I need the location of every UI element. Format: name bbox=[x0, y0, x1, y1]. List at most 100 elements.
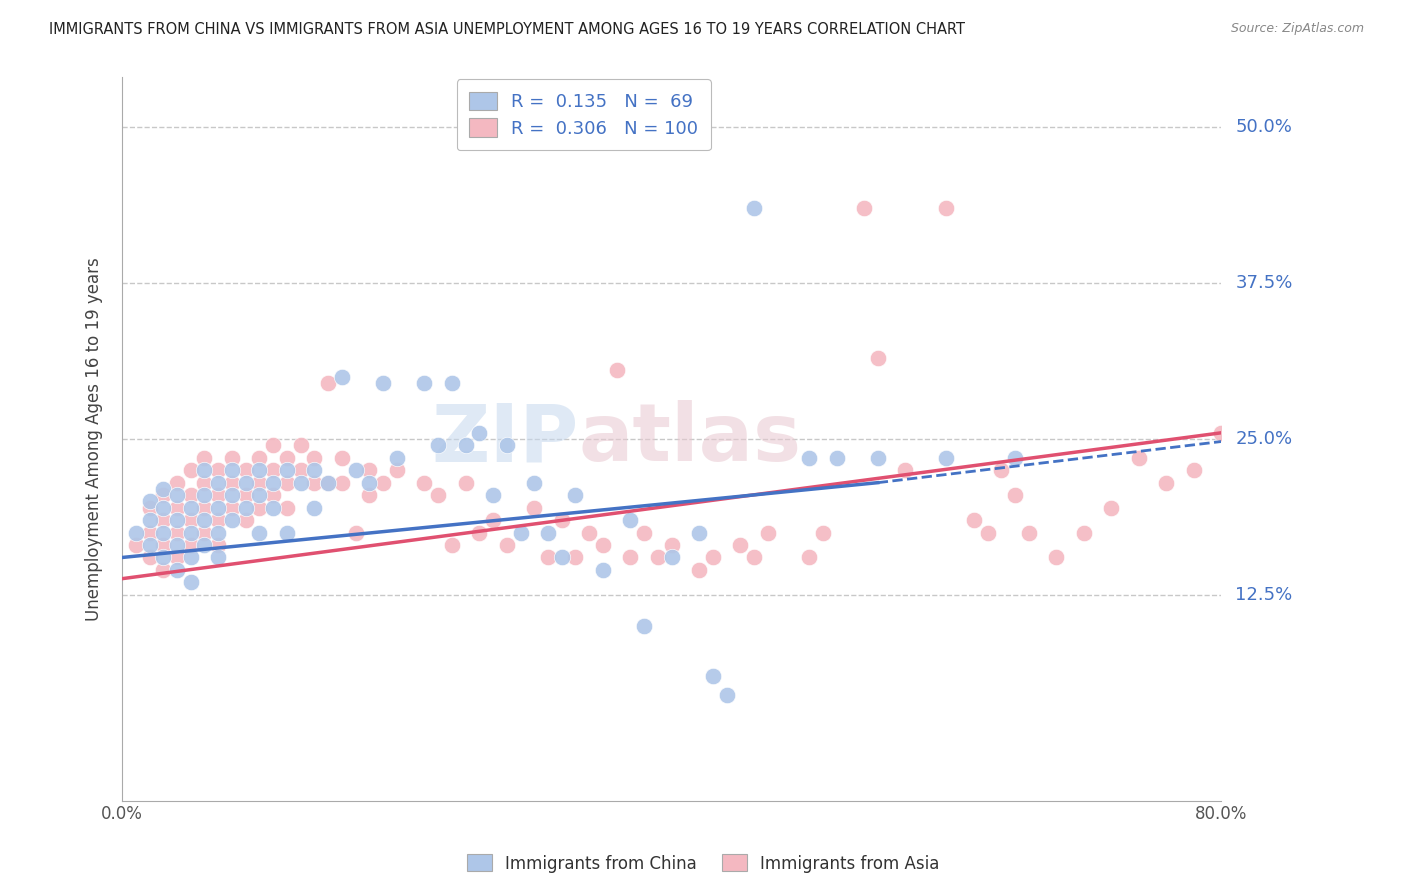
Point bbox=[221, 450, 243, 465]
Point bbox=[152, 550, 174, 565]
Point bbox=[564, 550, 586, 565]
Point bbox=[742, 202, 765, 216]
Y-axis label: Unemployment Among Ages 16 to 19 years: Unemployment Among Ages 16 to 19 years bbox=[86, 257, 103, 621]
Point bbox=[440, 538, 463, 552]
Point bbox=[633, 619, 655, 633]
Text: ZIP: ZIP bbox=[432, 400, 578, 478]
Point bbox=[1045, 550, 1067, 565]
Text: 12.5%: 12.5% bbox=[1236, 586, 1292, 604]
Point bbox=[359, 488, 381, 502]
Point bbox=[316, 376, 339, 390]
Point bbox=[180, 488, 202, 502]
Point bbox=[276, 500, 298, 515]
Point bbox=[853, 202, 876, 216]
Point bbox=[152, 538, 174, 552]
Point bbox=[537, 550, 560, 565]
Point bbox=[619, 550, 641, 565]
Point bbox=[482, 513, 505, 527]
Point bbox=[193, 450, 215, 465]
Point bbox=[221, 475, 243, 490]
Point bbox=[235, 488, 257, 502]
Point bbox=[180, 513, 202, 527]
Point bbox=[427, 438, 450, 452]
Point bbox=[688, 563, 710, 577]
Point bbox=[523, 500, 546, 515]
Point bbox=[152, 513, 174, 527]
Point bbox=[249, 450, 271, 465]
Point bbox=[290, 438, 312, 452]
Point bbox=[276, 450, 298, 465]
Point bbox=[330, 369, 353, 384]
Point bbox=[935, 202, 957, 216]
Point bbox=[963, 513, 986, 527]
Point bbox=[152, 563, 174, 577]
Text: Source: ZipAtlas.com: Source: ZipAtlas.com bbox=[1230, 22, 1364, 36]
Point bbox=[935, 450, 957, 465]
Point bbox=[138, 513, 160, 527]
Point bbox=[180, 500, 202, 515]
Point bbox=[276, 475, 298, 490]
Point bbox=[207, 475, 229, 490]
Legend: Immigrants from China, Immigrants from Asia: Immigrants from China, Immigrants from A… bbox=[460, 847, 946, 880]
Point bbox=[276, 525, 298, 540]
Point bbox=[866, 450, 889, 465]
Point bbox=[125, 538, 148, 552]
Point bbox=[359, 463, 381, 477]
Point bbox=[756, 525, 779, 540]
Point bbox=[523, 475, 546, 490]
Text: 37.5%: 37.5% bbox=[1236, 274, 1292, 293]
Point bbox=[193, 513, 215, 527]
Point bbox=[249, 525, 271, 540]
Point bbox=[207, 513, 229, 527]
Point bbox=[688, 525, 710, 540]
Point bbox=[730, 538, 752, 552]
Point bbox=[468, 525, 491, 540]
Point bbox=[1211, 425, 1233, 440]
Point bbox=[742, 550, 765, 565]
Point bbox=[249, 463, 271, 477]
Point bbox=[262, 475, 284, 490]
Point bbox=[304, 500, 326, 515]
Point bbox=[166, 513, 188, 527]
Point bbox=[1182, 463, 1205, 477]
Point bbox=[249, 488, 271, 502]
Point bbox=[413, 475, 436, 490]
Point bbox=[235, 463, 257, 477]
Point bbox=[825, 450, 848, 465]
Point bbox=[1004, 488, 1026, 502]
Point bbox=[537, 525, 560, 540]
Point bbox=[166, 538, 188, 552]
Point bbox=[221, 513, 243, 527]
Point bbox=[702, 550, 724, 565]
Point bbox=[1156, 475, 1178, 490]
Point bbox=[1128, 450, 1150, 465]
Point bbox=[454, 438, 477, 452]
Point bbox=[152, 488, 174, 502]
Text: atlas: atlas bbox=[578, 400, 801, 478]
Point bbox=[249, 475, 271, 490]
Point bbox=[180, 463, 202, 477]
Point bbox=[276, 463, 298, 477]
Point bbox=[235, 513, 257, 527]
Text: 25.0%: 25.0% bbox=[1236, 430, 1292, 448]
Point bbox=[661, 550, 683, 565]
Point bbox=[207, 538, 229, 552]
Point bbox=[193, 475, 215, 490]
Point bbox=[304, 450, 326, 465]
Point bbox=[1004, 450, 1026, 465]
Point bbox=[661, 538, 683, 552]
Point bbox=[578, 525, 600, 540]
Point bbox=[193, 500, 215, 515]
Point bbox=[262, 500, 284, 515]
Point bbox=[454, 475, 477, 490]
Point bbox=[633, 525, 655, 540]
Point bbox=[977, 525, 1000, 540]
Point bbox=[482, 488, 505, 502]
Point bbox=[606, 363, 628, 377]
Point bbox=[592, 538, 614, 552]
Point bbox=[235, 475, 257, 490]
Point bbox=[440, 376, 463, 390]
Point bbox=[290, 475, 312, 490]
Point bbox=[180, 538, 202, 552]
Point bbox=[207, 500, 229, 515]
